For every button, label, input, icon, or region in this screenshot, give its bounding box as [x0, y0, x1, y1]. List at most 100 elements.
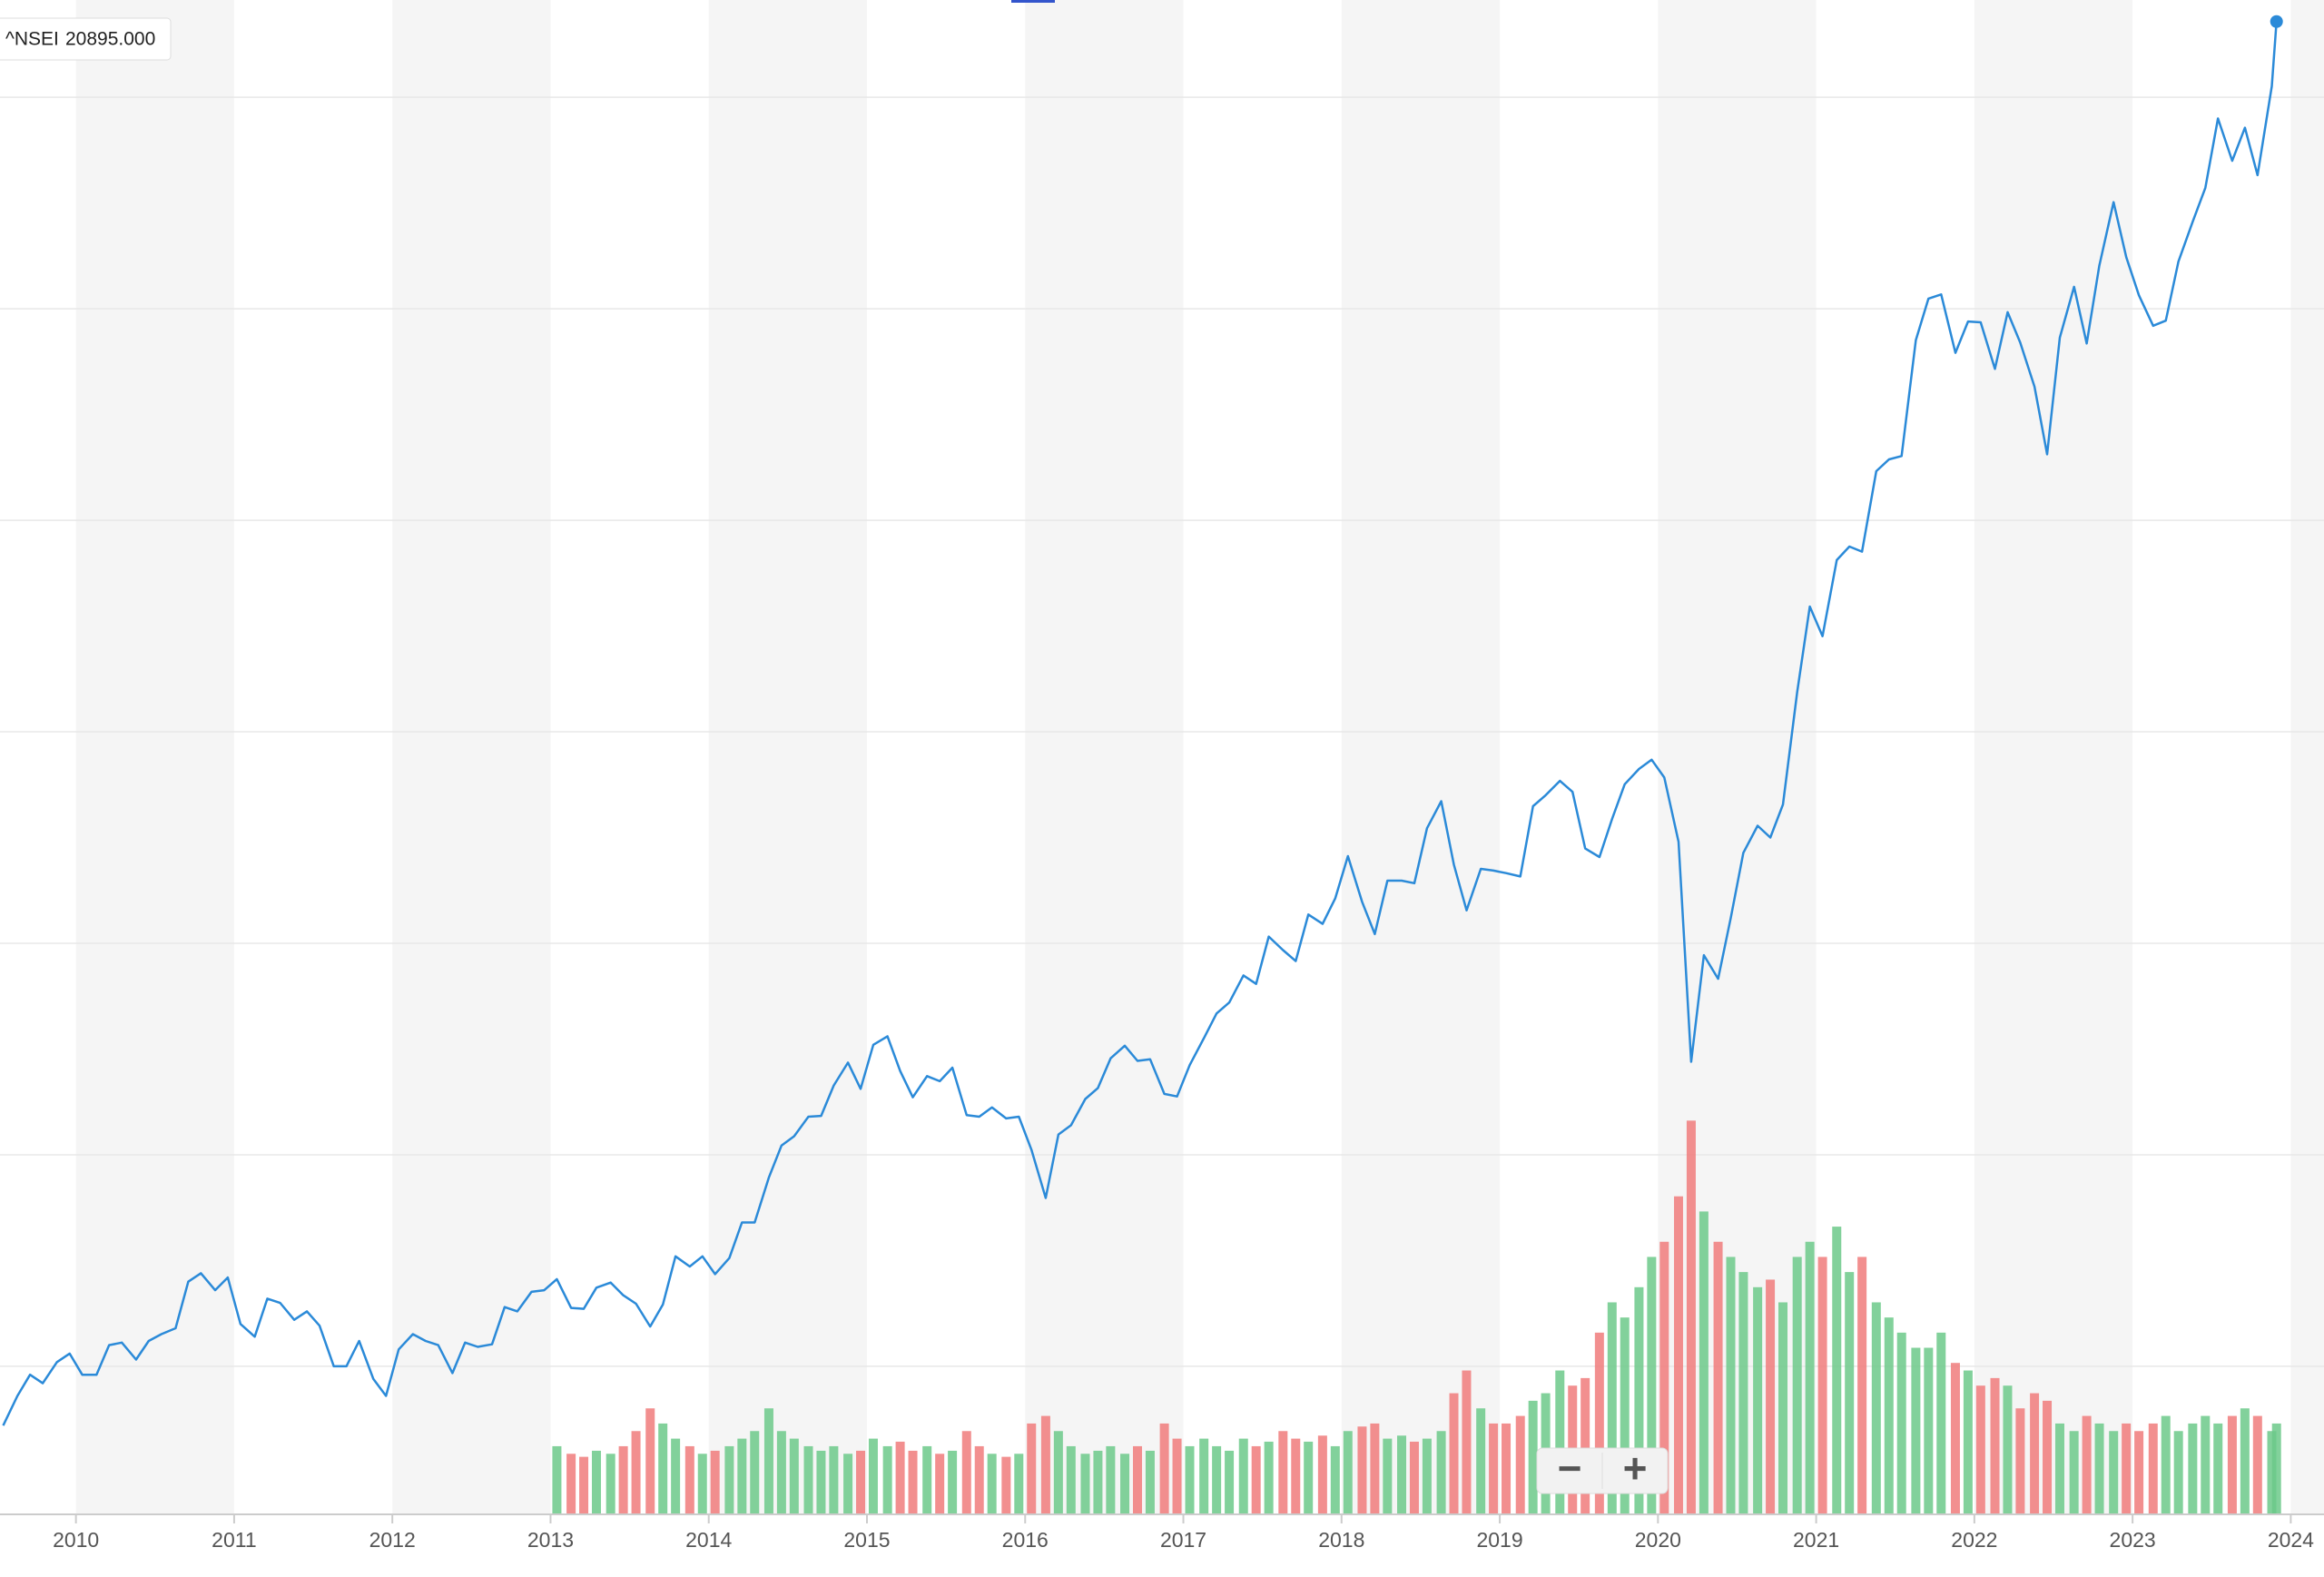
volume-bar: [724, 1445, 734, 1514]
volume-bar: [697, 1454, 707, 1514]
volume-bar: [1027, 1423, 1037, 1514]
volume-bar: [961, 1431, 971, 1514]
volume-bar: [1383, 1438, 1393, 1514]
volume-bar: [1528, 1400, 1538, 1514]
volume-bar: [2122, 1423, 2132, 1514]
volume-bar: [935, 1454, 945, 1514]
volume-bar: [2227, 1415, 2237, 1514]
x-tick-label: 2017: [1160, 1528, 1206, 1552]
volume-bar: [1001, 1456, 1011, 1514]
volume-bar: [2134, 1431, 2144, 1514]
volume-bar: [776, 1431, 786, 1514]
volume-bar: [606, 1454, 615, 1514]
x-tick-label: 2020: [1635, 1528, 1681, 1552]
volume-bar: [2188, 1423, 2198, 1514]
volume-bar: [1950, 1363, 1960, 1514]
volume-bar: [1832, 1227, 1842, 1514]
volume-bar: [1607, 1302, 1617, 1514]
volume-bar: [908, 1450, 918, 1514]
volume-bar: [2148, 1423, 2158, 1514]
volume-bar: [1673, 1196, 1683, 1514]
volume-bar: [1291, 1438, 1301, 1514]
volume-bar: [1199, 1438, 1209, 1514]
volume-bar: [1093, 1450, 1103, 1514]
volume-bar: [1330, 1445, 1340, 1514]
volume-bar: [1212, 1445, 1222, 1514]
plot: [2, 15, 2283, 1426]
last-point: [2270, 15, 2283, 28]
volume-bar: [882, 1445, 892, 1514]
zoom-in[interactable]: +: [1623, 1444, 1648, 1492]
volume-bar: [1264, 1441, 1274, 1514]
volume-bar: [645, 1408, 655, 1514]
x-tick-label: 2019: [1476, 1528, 1522, 1552]
volume-bar: [1924, 1347, 1934, 1514]
volume-bar: [2271, 1423, 2281, 1514]
volume-bar: [843, 1454, 853, 1514]
background: [75, 0, 2324, 1514]
volume-bar: [1792, 1257, 1802, 1514]
volume-bar: [1343, 1431, 1353, 1514]
volume-bar: [2240, 1408, 2250, 1514]
volume-bar: [552, 1445, 562, 1514]
volume-bar: [1581, 1377, 1590, 1514]
volume-bar: [1317, 1435, 1327, 1514]
volume-bar: [1476, 1408, 1486, 1514]
volume-bar: [2030, 1393, 2040, 1514]
volume-bar: [1145, 1450, 1155, 1514]
volume-bar: [1975, 1385, 1985, 1514]
volume-bar: [829, 1445, 839, 1514]
volume-bar: [1225, 1450, 1235, 1514]
volume-bar: [895, 1441, 905, 1514]
volume-bar: [1251, 1445, 1261, 1514]
volume-bar: [974, 1445, 984, 1514]
volume-bar: [2043, 1400, 2053, 1514]
volume-bar: [1659, 1241, 1669, 1514]
volume-bar: [1713, 1241, 1723, 1514]
year-band: [2290, 0, 2324, 1514]
label-box: [0, 17, 172, 61]
year-band: [1025, 0, 1184, 1514]
volume-bar: [1278, 1431, 1288, 1514]
volume-bar: [1120, 1454, 1130, 1514]
volume-bar: [1502, 1423, 1512, 1514]
volume-bar: [1884, 1317, 1894, 1514]
volume-bar: [1462, 1370, 1472, 1514]
volume-bar: [2173, 1431, 2183, 1514]
volume-bar: [684, 1445, 694, 1514]
volume-bar: [1014, 1454, 1024, 1514]
volume-bar: [1634, 1286, 1644, 1514]
volume-bar: [1106, 1445, 1116, 1514]
volume-bar: [579, 1456, 589, 1514]
x-tick-label: 2012: [369, 1528, 416, 1552]
volume-bar: [1726, 1257, 1736, 1514]
volume-bar: [1647, 1257, 1657, 1514]
volume-bar: [1778, 1302, 1788, 1514]
top-marker: [1011, 0, 1055, 3]
x-tick-label: 2018: [1318, 1528, 1364, 1552]
volume-bar: [631, 1431, 641, 1514]
volume-bar: [1594, 1332, 1604, 1514]
x-tick-label: 2015: [843, 1528, 890, 1552]
volume-bar: [710, 1450, 720, 1514]
volume-bar: [1555, 1370, 1565, 1514]
volume-bar: [1397, 1435, 1407, 1514]
volume-bar: [1963, 1370, 1973, 1514]
volume-bar: [1159, 1423, 1169, 1514]
x-tick-label: 2021: [1793, 1528, 1839, 1552]
volume-bar: [2054, 1423, 2064, 1514]
x-tick-label: 2023: [2110, 1528, 2156, 1552]
volume-bar: [2201, 1415, 2211, 1514]
volume-bar: [2015, 1408, 2025, 1514]
year-band: [708, 0, 867, 1514]
volume-bar: [1845, 1272, 1855, 1514]
volume-bar: [1766, 1279, 1776, 1514]
volume-bar: [2267, 1431, 2277, 1514]
volume-bar: [856, 1450, 866, 1514]
volume-bar: [1738, 1272, 1748, 1514]
volume-bar: [1304, 1441, 1314, 1514]
zoom-out[interactable]: −: [1558, 1444, 1582, 1492]
volume-bar: [2003, 1385, 2013, 1514]
volume-bar: [987, 1454, 997, 1514]
